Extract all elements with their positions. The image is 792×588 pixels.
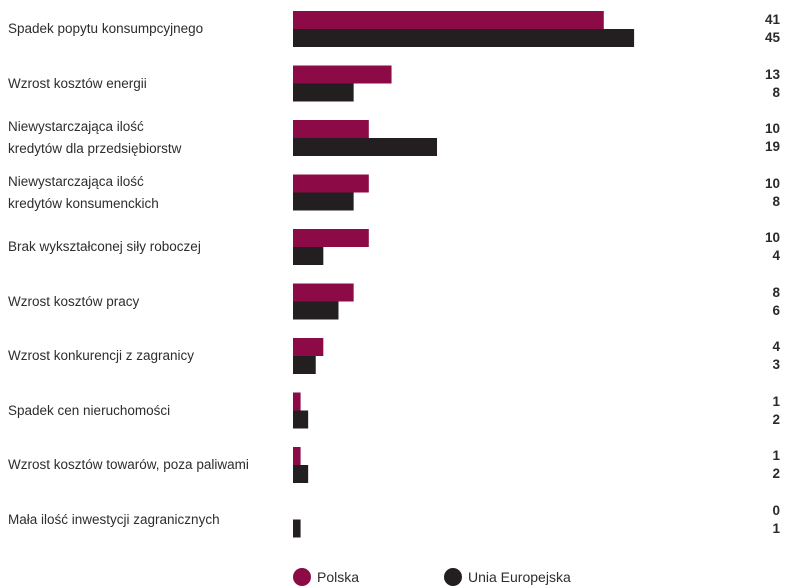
bar-polska — [293, 338, 324, 356]
category-label-line: Wzrost kosztów pracy — [8, 293, 140, 309]
bar-polska — [293, 11, 604, 29]
category-label-line: Niewystarczająca ilość — [8, 173, 144, 189]
category-label-line: Wzrost kosztów towarów, poza paliwami — [8, 457, 249, 472]
bar-ue — [293, 410, 309, 429]
bar-polska — [293, 65, 392, 84]
category-label: Wzrost kosztów towarów, poza paliwami — [8, 454, 293, 476]
category-label-line: Spadek popytu konsumpcyjnego — [8, 21, 204, 36]
value-label-ue: 2 — [772, 411, 780, 427]
bar-ue — [293, 301, 339, 320]
category-label: Wzrost kosztów pracy — [8, 291, 293, 313]
value-label-ue: 8 — [772, 84, 780, 100]
bar-polska — [293, 229, 369, 247]
value-label-ue: 3 — [772, 357, 780, 372]
bar-ue — [293, 356, 316, 374]
category-label-line: Brak wykształconej siły roboczej — [8, 239, 201, 254]
category-label-line: Mała ilość inwestycji zagranicznych — [8, 511, 220, 527]
value-label-polska: 8 — [772, 284, 780, 300]
category-label: Spadek popytu konsumpcyjnego — [8, 18, 293, 40]
bar-polska — [293, 174, 369, 193]
legend-label-ue: Unia Europejska — [468, 569, 571, 585]
category-label: Wzrost kosztów energii — [8, 73, 293, 95]
bar-polska — [293, 392, 301, 411]
legend-label-polska: Polska — [317, 569, 360, 585]
category-label-line: Wzrost kosztów energii — [8, 75, 147, 91]
legend-item-polska: Polska — [293, 567, 359, 587]
bar-ue — [293, 29, 635, 47]
value-label-ue: 19 — [764, 139, 780, 154]
legend-item-ue: Unia Europejska — [444, 567, 571, 587]
value-label-polska: 41 — [764, 12, 780, 27]
category-label-line: Niewystarczająca ilość — [8, 119, 144, 134]
category-label: Mała ilość inwestycji zagranicznych — [8, 509, 293, 531]
category-label: Wzrost konkurencji z zagranicy — [8, 345, 293, 367]
bar-polska — [293, 283, 354, 302]
bar-polska — [293, 120, 369, 138]
value-label-polska: 10 — [764, 230, 780, 245]
value-label-polska: 4 — [772, 339, 780, 354]
category-label: Niewystarczająca ilość kredytów dla przed… — [8, 116, 293, 160]
value-label-polska: 1 — [772, 448, 780, 463]
value-label-ue: 45 — [764, 30, 780, 45]
value-label-polska: 10 — [764, 121, 780, 136]
category-label: Niewystarczająca ilość kredytów konsumenc… — [8, 171, 293, 215]
value-label-ue: 8 — [772, 193, 780, 209]
category-label-line: kredytów dla przedsiębiorstw — [8, 141, 182, 156]
value-label-ue: 2 — [772, 466, 780, 481]
bar-polska — [293, 447, 301, 465]
value-label-polska: 0 — [772, 502, 780, 518]
bar-ue — [293, 247, 324, 265]
bar-ue — [293, 519, 301, 538]
category-label: Brak wykształconej siły roboczej — [8, 236, 293, 258]
value-label-polska: 13 — [764, 66, 780, 82]
bar-ue — [293, 138, 438, 156]
category-label-line: kredytów konsumenckich — [8, 195, 159, 211]
category-label: Spadek cen nieruchomości — [8, 400, 293, 422]
value-label-ue: 6 — [772, 302, 780, 318]
category-label-line: Spadek cen nieruchomości — [8, 402, 171, 418]
value-label-polska: 1 — [772, 393, 780, 409]
value-label-ue: 1 — [772, 520, 780, 536]
bar-ue — [293, 83, 354, 102]
value-label-ue: 4 — [772, 248, 780, 263]
bar-ue — [293, 465, 309, 483]
polska-swatch-icon — [293, 568, 311, 586]
value-label-polska: 10 — [764, 175, 780, 191]
ue-swatch-icon — [444, 568, 462, 586]
category-label-line: Wzrost konkurencji z zagranicy — [8, 348, 195, 363]
bar-ue — [293, 192, 354, 211]
